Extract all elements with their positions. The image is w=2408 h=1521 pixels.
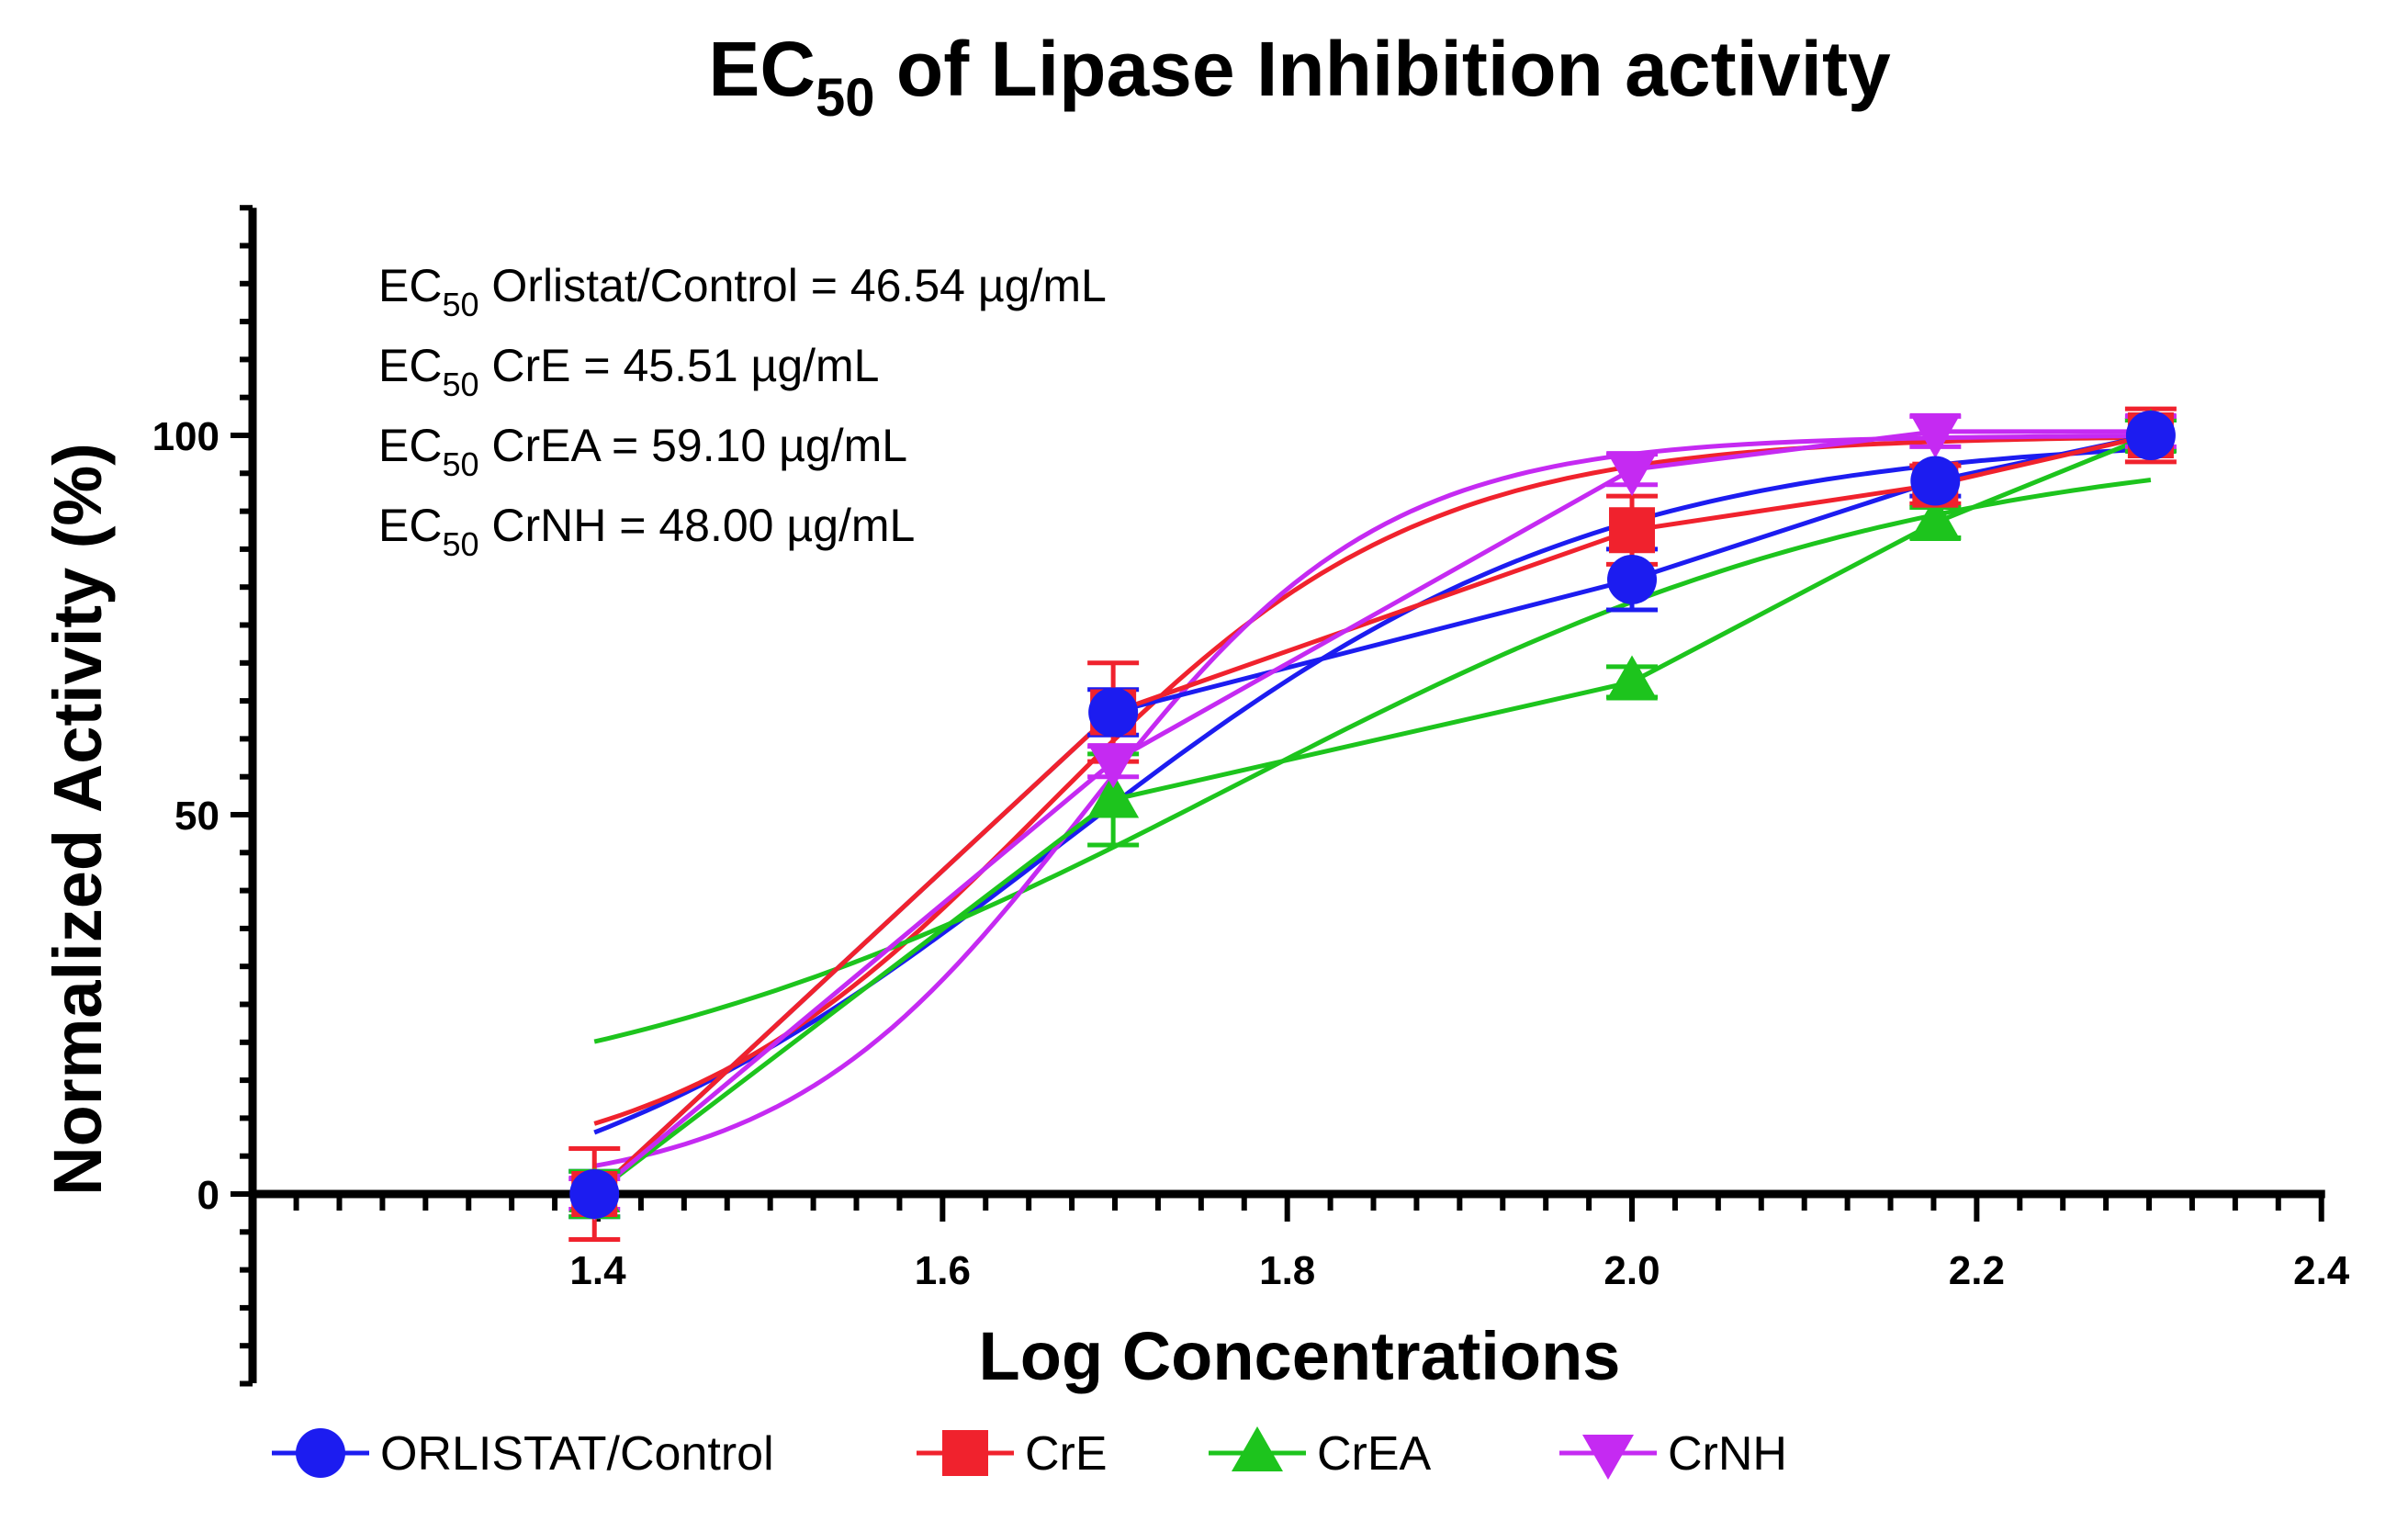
data-markers: [568, 409, 2177, 1221]
x-tick-label: 1.8: [1259, 1248, 1315, 1293]
fit-curve-crea: [593, 478, 2152, 1044]
title-subscript: 50: [816, 68, 875, 128]
ec50-annotation-text: CrEA = 59.10 µg/mL: [479, 420, 908, 471]
y-tick-label: 50: [174, 794, 219, 839]
chart-title: EC50 of Lipase Inhibition activity: [708, 26, 1891, 128]
ec50-annotation: EC50 CrNH = 48.00 µg/mL: [378, 500, 915, 563]
ec50-annotation-prefix: EC: [378, 420, 442, 471]
x-axis-title: Log Concentrations: [979, 1318, 1621, 1394]
legend-label: CrEA: [1317, 1427, 1432, 1481]
ec50-annotation-text: CrNH = 48.00 µg/mL: [479, 500, 916, 551]
ec50-annotation-text: Orlistat/Control = 46.54 µg/mL: [479, 260, 1107, 311]
x-tick-label: 2.0: [1603, 1248, 1660, 1293]
legend-marker: [942, 1430, 988, 1476]
data-point-crnh: [1087, 743, 1140, 789]
legend-label: CrNH: [1668, 1427, 1787, 1481]
data-point-crnh: [1606, 451, 1659, 497]
ec50-annotations: EC50 Orlistat/Control = 46.54 µg/mLEC50 …: [378, 260, 1107, 563]
ec50-annotation-prefix: EC: [378, 260, 442, 311]
ec50-annotation-prefix: EC: [378, 340, 442, 391]
legend-label: ORLISTAT/Control: [380, 1427, 774, 1481]
ec50-annotation: EC50 CrE = 45.51 µg/mL: [378, 340, 879, 403]
ec50-annotation: EC50 CrEA = 59.10 µg/mL: [378, 420, 907, 483]
data-point-crea: [1606, 655, 1659, 701]
data-point-orlistat-control: [1910, 456, 1961, 506]
data-point-cre: [1609, 507, 1656, 554]
ec50-annotation-prefix: EC: [378, 500, 442, 551]
y-tick-label: 0: [197, 1173, 219, 1218]
ec50-annotation: EC50 Orlistat/Control = 46.54 µg/mL: [378, 260, 1107, 323]
legend-item-orlistat-control: ORLISTAT/Control: [272, 1427, 774, 1481]
y-tick-label: 100: [152, 414, 219, 459]
legend-label: CrE: [1025, 1427, 1108, 1481]
x-tick-label: 1.6: [915, 1248, 971, 1293]
legend-marker: [1232, 1426, 1283, 1471]
ec50-annotation-subscript: 50: [442, 366, 478, 403]
fit-curve-cre: [593, 434, 2151, 1126]
data-point-orlistat-control: [1607, 554, 1658, 604]
data-point-crea: [1087, 772, 1140, 818]
legend: ORLISTAT/Control CrE CrEA CrNH: [272, 1426, 1787, 1481]
data-point-orlistat-control: [1088, 687, 1139, 738]
legend-item-cre: CrE: [917, 1427, 1108, 1481]
y-axis-title: Normalized Activity (%): [39, 443, 116, 1196]
ec50-annotation-subscript: 50: [442, 525, 478, 563]
data-point-orlistat-control: [569, 1169, 620, 1219]
data-point-orlistat-control: [2125, 411, 2176, 460]
legend-marker: [296, 1428, 345, 1478]
ec50-annotation-text: CrE = 45.51 µg/mL: [479, 340, 880, 391]
data-point-crea: [1909, 495, 1962, 541]
x-tick-label: 2.2: [1949, 1248, 2005, 1293]
title-suffix: of Lipase Inhibition activity: [875, 26, 1891, 112]
ec50-annotation-subscript: 50: [442, 445, 478, 483]
legend-marker: [1582, 1435, 1634, 1480]
legend-item-crnh: CrNH: [1559, 1427, 1787, 1481]
ec50-annotation-subscript: 50: [442, 286, 478, 323]
title-prefix: EC: [708, 26, 816, 112]
legend-item-crea: CrEA: [1209, 1426, 1432, 1481]
fit-curve-orlistat-control: [593, 446, 2152, 1135]
x-tick-label: 1.4: [569, 1248, 626, 1293]
data-point-crnh: [1909, 412, 1962, 458]
x-tick-label: 2.4: [2293, 1248, 2350, 1293]
